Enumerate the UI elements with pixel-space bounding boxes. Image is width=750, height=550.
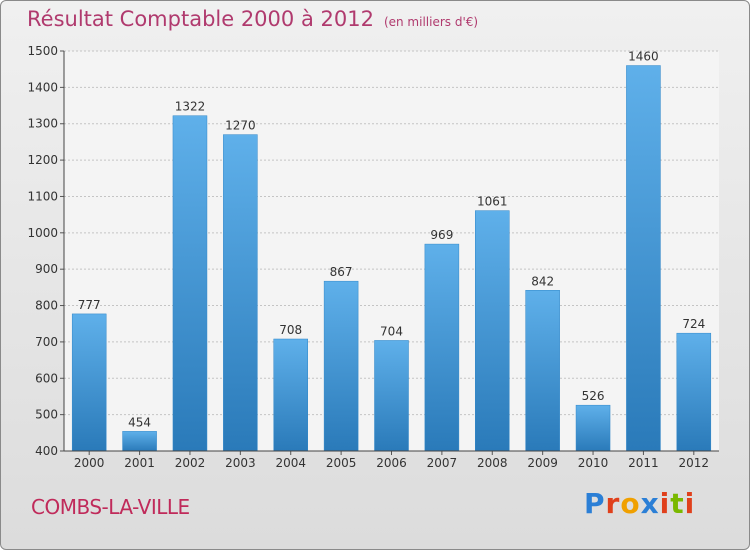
y-tick-label: 900 [35, 262, 58, 276]
y-tick-label: 700 [35, 335, 58, 349]
chart-title: Résultat Comptable 2000 à 2012 (en millie… [27, 7, 479, 31]
data-label: 724 [682, 317, 705, 331]
bar [273, 338, 308, 452]
x-tick-label: 2011 [628, 456, 659, 470]
y-tick-label: 1000 [27, 226, 58, 240]
data-label: 867 [330, 265, 353, 279]
bar [525, 290, 560, 452]
x-tick-label: 2001 [124, 456, 155, 470]
x-tick-label: 2004 [275, 456, 306, 470]
proxiti-logo[interactable]: Proxiti [584, 487, 695, 520]
data-label: 777 [78, 298, 101, 312]
bar [676, 332, 712, 452]
data-label: 1460 [628, 50, 659, 64]
bar [374, 340, 409, 452]
data-label: 704 [380, 324, 403, 338]
x-tick-label: 2008 [477, 456, 508, 470]
logo-letter: x [640, 487, 660, 520]
x-tick-label: 2010 [578, 456, 609, 470]
logo-letter: i [684, 487, 696, 520]
y-tick-label: 1200 [27, 153, 58, 167]
bar [172, 115, 208, 452]
x-tick-label: 2002 [175, 456, 206, 470]
bar [223, 134, 258, 452]
bar [424, 243, 460, 452]
data-label: 1270 [225, 119, 256, 133]
y-tick-label: 600 [35, 371, 58, 385]
data-label: 842 [531, 274, 554, 288]
data-label: 526 [582, 389, 605, 403]
y-tick-label: 400 [35, 444, 58, 458]
y-tick-label: 1500 [27, 44, 58, 58]
logo-letter: P [584, 487, 606, 520]
bar [475, 210, 510, 452]
x-tick-label: 2012 [679, 456, 710, 470]
data-label: 454 [128, 415, 151, 429]
data-label: 1322 [175, 100, 206, 114]
city-name: COMBS-LA-VILLE [31, 495, 190, 519]
x-tick-label: 2003 [225, 456, 256, 470]
data-label: 1061 [477, 195, 508, 209]
x-tick-label: 2007 [427, 456, 458, 470]
x-tick-label: 2000 [74, 456, 105, 470]
x-tick-label: 2006 [376, 456, 407, 470]
bar [323, 280, 359, 452]
data-label: 708 [279, 323, 302, 337]
bar [122, 431, 157, 452]
logo-letter: i [659, 487, 671, 520]
chart-unit: (en milliers d'€) [383, 15, 479, 29]
x-tick-label: 2009 [527, 456, 558, 470]
logo-letter: o [620, 487, 641, 520]
bar [71, 313, 107, 452]
y-tick-label: 1400 [27, 80, 58, 94]
bar [626, 65, 661, 452]
bar [575, 404, 611, 452]
y-tick-label: 500 [35, 408, 58, 422]
data-label: 969 [430, 228, 453, 242]
y-tick-label: 1100 [27, 189, 58, 203]
x-tick-label: 2005 [326, 456, 357, 470]
y-tick-label: 800 [35, 299, 58, 313]
y-tick-label: 1300 [27, 117, 58, 131]
logo-letter: t [670, 487, 685, 520]
logo-letter: r [605, 487, 621, 520]
